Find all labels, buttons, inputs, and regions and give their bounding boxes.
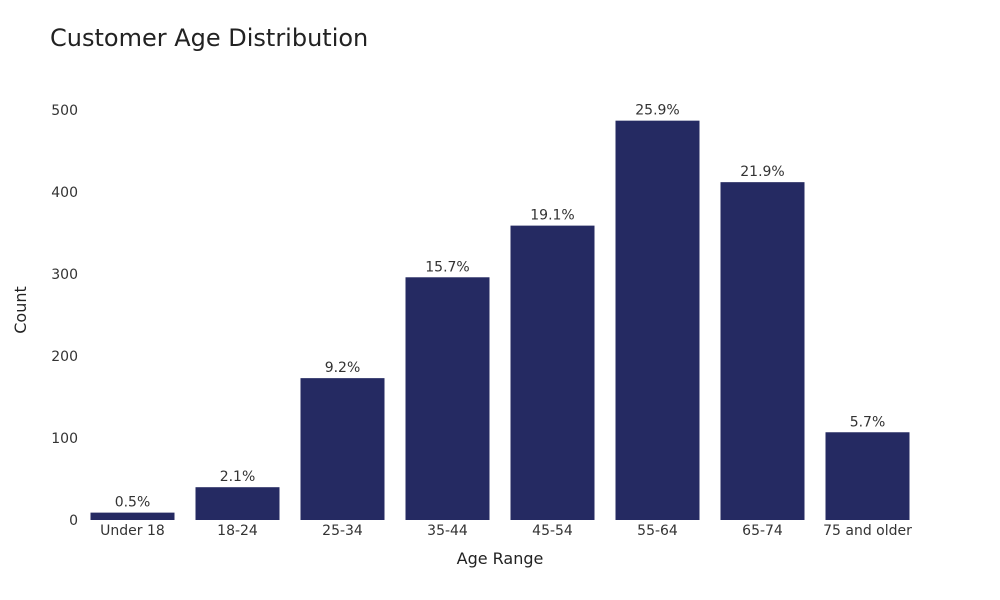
bar-value-label: 0.5% <box>115 495 151 511</box>
bar-value-label: 5.7% <box>850 414 886 430</box>
x-tick-label: 75 and older <box>823 523 912 539</box>
y-tick-label: 400 <box>51 185 78 201</box>
y-tick-label: 100 <box>51 431 78 447</box>
bar-value-label: 15.7% <box>425 259 469 275</box>
x-axis-title: Age Range <box>457 549 544 568</box>
y-axis-title: Count <box>11 286 30 334</box>
x-tick-label: 45-54 <box>532 523 573 539</box>
bar-value-label: 21.9% <box>740 164 784 180</box>
bar[interactable] <box>300 378 385 520</box>
y-tick-label: 200 <box>51 349 78 365</box>
y-tick-label: 500 <box>51 103 78 119</box>
bar[interactable] <box>195 487 280 520</box>
x-axis-ticks: Under 18 18-24 25-34 35-44 45-54 55-64 65-74 75… <box>100 523 912 539</box>
bar[interactable] <box>90 512 175 520</box>
bar[interactable] <box>615 120 700 520</box>
x-tick-label: 18-24 <box>217 523 258 539</box>
bar-value-label: 25.9% <box>635 103 679 119</box>
x-tick-label: 55-64 <box>637 523 678 539</box>
bars <box>90 120 910 520</box>
x-tick-label: Under 18 <box>100 523 165 539</box>
bar-value-label: 19.1% <box>530 208 574 224</box>
bar[interactable] <box>720 182 805 520</box>
x-tick-label: 65-74 <box>742 523 783 539</box>
x-tick-label: 25-34 <box>322 523 363 539</box>
y-axis-ticks: 0 100 200 300 400 500 <box>51 103 78 529</box>
y-tick-label: 300 <box>51 267 78 283</box>
chart-title: Customer Age Distribution <box>50 24 369 52</box>
bar[interactable] <box>510 225 595 520</box>
x-tick-label: 35-44 <box>427 523 468 539</box>
bar[interactable] <box>405 277 490 520</box>
bar-value-labels: 0.5% 2.1% 9.2% 15.7% 19.1% 25.9% 21.9% 5.7% <box>115 103 886 511</box>
bar-value-label: 9.2% <box>325 360 361 376</box>
y-tick-label: 0 <box>69 513 78 529</box>
bar-value-label: 2.1% <box>220 469 256 485</box>
bar[interactable] <box>825 432 910 520</box>
